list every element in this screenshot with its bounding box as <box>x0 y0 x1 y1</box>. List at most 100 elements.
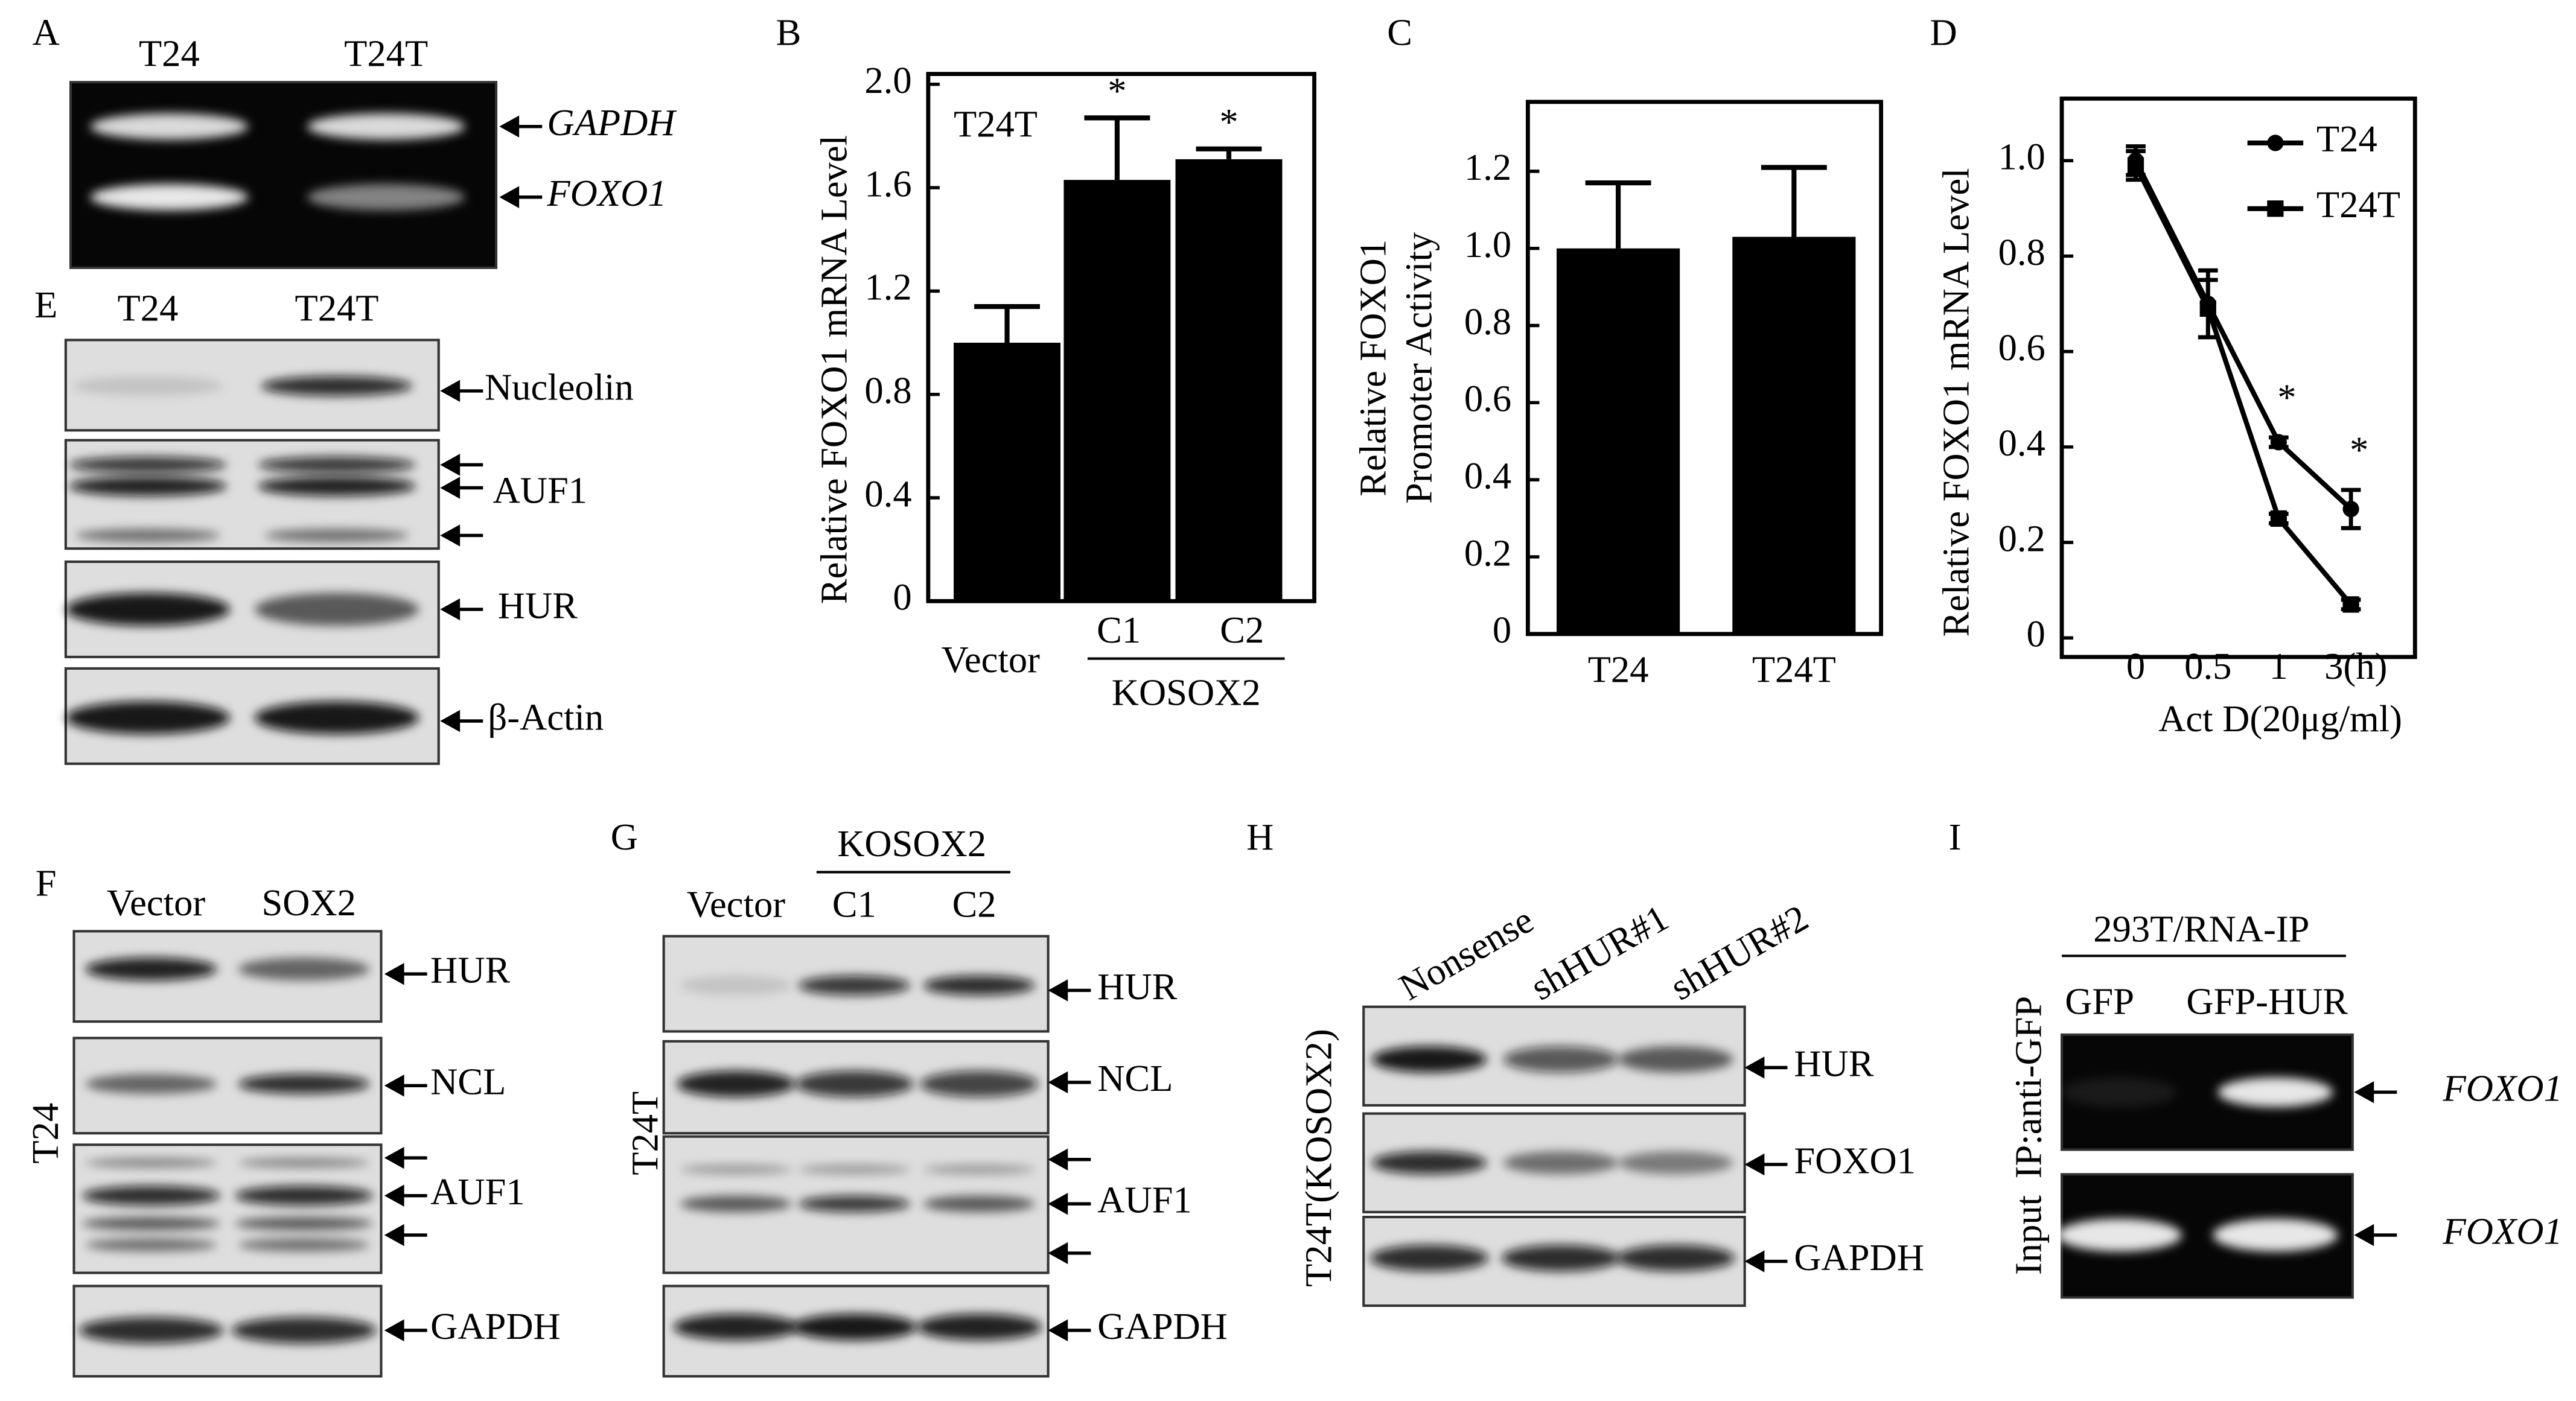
arrow <box>1744 1153 1788 1176</box>
arrow <box>440 477 483 499</box>
inset-label: T24T <box>954 103 1038 145</box>
band <box>65 701 231 734</box>
x-tick-label: 0 <box>2126 645 2145 687</box>
band <box>238 1158 370 1168</box>
band <box>916 1314 1042 1341</box>
band <box>85 1074 217 1094</box>
lane-label: Vector <box>687 883 786 926</box>
band <box>85 1158 217 1168</box>
band <box>1618 1151 1733 1175</box>
band <box>923 975 1035 996</box>
panel-letter: H <box>1246 816 1274 858</box>
band <box>2217 1077 2333 1107</box>
x-tick-label: T24 <box>1588 648 1649 690</box>
bar <box>1557 248 1680 634</box>
legend-label: T24 <box>2316 118 2377 160</box>
arrow <box>440 710 483 732</box>
band <box>82 1217 220 1230</box>
panel-letter: A <box>33 11 60 53</box>
arrow <box>499 115 543 138</box>
band <box>1503 1046 1619 1073</box>
x-tick-label: C2 <box>1220 609 1264 651</box>
lane-label: shHUR#2 <box>1663 897 1816 1009</box>
band-label: FOXO1 <box>546 172 666 214</box>
y-tick-label: 0 <box>2027 613 2045 655</box>
band <box>2056 1218 2182 1252</box>
y-tick-label: 0 <box>1493 609 1511 651</box>
panel-letter: G <box>611 816 638 858</box>
band-label: GAPDH <box>547 101 677 144</box>
band <box>680 1195 792 1212</box>
arrow <box>2354 1224 2397 1247</box>
x-tick-label: Vector <box>942 638 1041 681</box>
error-bar <box>1196 146 1262 159</box>
x-tick-label: 0.5 <box>2184 645 2231 687</box>
marker <box>2342 596 2359 613</box>
plot-frame <box>2059 97 2417 659</box>
arrow <box>1048 1242 1091 1265</box>
band <box>261 376 413 396</box>
band <box>1371 1151 1487 1175</box>
marker <box>2270 510 2287 527</box>
band <box>1370 1245 1489 1271</box>
group-label: KOSOX2 <box>837 822 986 865</box>
series-line <box>2133 164 2353 606</box>
band <box>923 1195 1035 1212</box>
y-tick-label: 0.6 <box>1464 378 1511 420</box>
arrow <box>440 524 483 547</box>
lane-label: T24 <box>118 287 179 329</box>
lane-label: GFP <box>2065 980 2134 1022</box>
band <box>923 1164 1035 1175</box>
arrow <box>1048 1193 1091 1215</box>
panel-letter: E <box>34 284 57 326</box>
cell-line-label: T24 <box>24 1103 66 1164</box>
arrow <box>1048 1319 1091 1342</box>
lane-label: shHUR#1 <box>1523 897 1675 1009</box>
band <box>238 1238 370 1252</box>
band-label: HUR <box>1794 1043 1873 1085</box>
band-label: AUF1 <box>430 1171 525 1213</box>
arrow <box>1744 1250 1788 1272</box>
band-label: FOXO1 <box>2443 1067 2563 1110</box>
band-label: AUF1 <box>1097 1179 1192 1221</box>
lane-label: SOX2 <box>261 882 356 924</box>
band-label: Nucleolin <box>485 366 634 408</box>
arrow <box>1048 1148 1091 1171</box>
band <box>680 1164 792 1175</box>
band-label: HUR <box>1097 965 1177 1008</box>
marker <box>2270 434 2287 451</box>
band <box>69 456 227 474</box>
band <box>238 957 370 981</box>
arrow <box>1048 979 1091 1002</box>
arrow <box>440 454 483 476</box>
band <box>75 529 220 542</box>
y-axis-title: Relative FOXO1 <box>1351 240 1394 497</box>
band <box>798 1195 910 1212</box>
marker <box>2342 501 2359 518</box>
y-tick-label: 0.8 <box>864 369 911 411</box>
band <box>798 1164 910 1175</box>
band-label: FOXO1 <box>1794 1139 1916 1181</box>
band <box>78 1317 224 1344</box>
band <box>264 529 409 542</box>
lane-label: T24 <box>139 33 200 75</box>
band <box>82 1186 220 1206</box>
lane-label: Vector <box>107 882 206 924</box>
band <box>307 113 465 140</box>
y-tick-label: 0.8 <box>1998 231 2045 273</box>
y-tick-label: 0.8 <box>1464 300 1511 343</box>
marker <box>2127 157 2144 174</box>
plot-frame <box>1526 100 1884 637</box>
lane-label: T24T <box>344 33 428 75</box>
band <box>1503 1151 1619 1175</box>
y-axis-title: Relative FOXO1 mRNA Level <box>1935 168 1977 637</box>
error-bar <box>1084 115 1150 180</box>
panel-letter: I <box>1949 816 1962 858</box>
group-label: KOSOX2 <box>1112 672 1261 714</box>
band <box>795 1070 914 1098</box>
y-tick-label: 1.0 <box>1464 223 1511 265</box>
lane-label: GFP-HUR <box>2186 980 2348 1022</box>
y-tick-label: 0.4 <box>1998 422 2045 464</box>
band <box>680 975 792 996</box>
